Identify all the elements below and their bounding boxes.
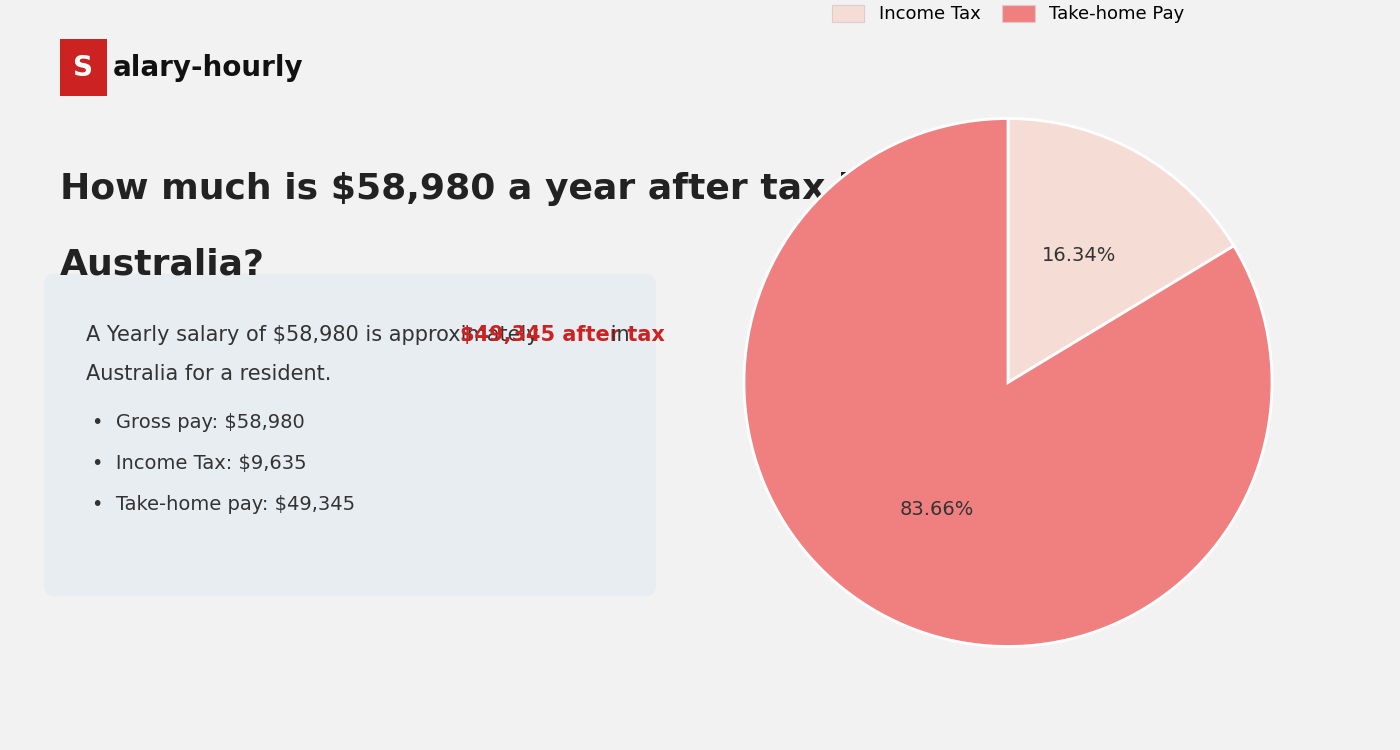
- Text: •  Take-home pay: $49,345: • Take-home pay: $49,345: [92, 495, 356, 514]
- Text: A Yearly salary of $58,980 is approximately: A Yearly salary of $58,980 is approximat…: [85, 325, 546, 345]
- Text: •  Gross pay: $58,980: • Gross pay: $58,980: [92, 413, 305, 431]
- Wedge shape: [743, 118, 1273, 646]
- Text: alary-hourly: alary-hourly: [113, 53, 304, 82]
- Text: Australia?: Australia?: [60, 248, 265, 281]
- Text: Australia for a resident.: Australia for a resident.: [85, 364, 332, 384]
- Wedge shape: [1008, 118, 1233, 382]
- Text: •  Income Tax: $9,635: • Income Tax: $9,635: [92, 454, 307, 472]
- Text: 83.66%: 83.66%: [900, 500, 974, 518]
- Text: S: S: [73, 53, 94, 82]
- FancyBboxPatch shape: [60, 39, 106, 96]
- Text: $49,345 after tax: $49,345 after tax: [461, 325, 665, 345]
- Text: 16.34%: 16.34%: [1042, 247, 1116, 266]
- Text: How much is $58,980 a year after tax in: How much is $58,980 a year after tax in: [60, 172, 876, 206]
- Legend: Income Tax, Take-home Pay: Income Tax, Take-home Pay: [823, 0, 1193, 32]
- FancyBboxPatch shape: [45, 274, 657, 596]
- Text: in: in: [605, 325, 630, 345]
